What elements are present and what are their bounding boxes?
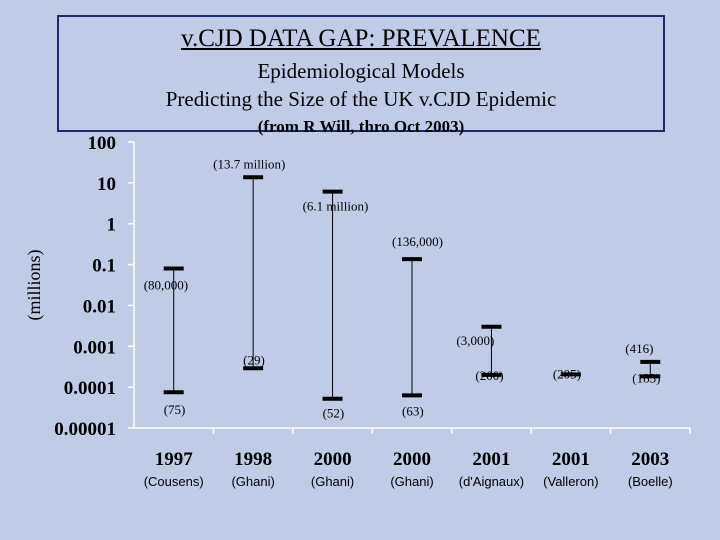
x-year-label: 2001	[552, 449, 590, 470]
title-box: v.CJD DATA GAP: PREVALENCE Epidemiologic…	[57, 15, 665, 136]
x-year-label: 1998	[234, 449, 272, 470]
subtitle-predicting: Predicting the Size of the UK v.CJD Epid…	[165, 87, 557, 111]
x-source-label: (Valleron)	[543, 474, 598, 489]
x-year-label: 1997	[155, 449, 194, 470]
high-value-label: (6.1 million)	[303, 199, 369, 214]
x-year-label: 2003	[631, 449, 669, 470]
high-value-label: (3,000)	[456, 333, 494, 348]
y-tick-label: 0.001	[73, 337, 116, 358]
low-value-label: (63)	[402, 403, 424, 418]
low-value-label: (75)	[164, 402, 186, 417]
low-value-label: (205)	[553, 366, 581, 381]
subtitle-models: Epidemiological Models	[257, 59, 465, 83]
high-value-label: (80,000)	[144, 278, 188, 293]
y-tick-label: 100	[88, 133, 117, 154]
y-tick-label: 0.0001	[64, 378, 116, 399]
low-value-label: (29)	[243, 352, 265, 367]
x-source-label: (Ghani)	[311, 474, 354, 489]
low-value-label: (200)	[475, 368, 503, 383]
high-value-label: (416)	[625, 341, 653, 356]
y-tick-label: 10	[97, 174, 116, 195]
x-year-label: 2001	[472, 449, 510, 470]
y-tick-label: 0.00001	[54, 419, 116, 440]
x-source-label: (d'Aignaux)	[459, 474, 524, 489]
low-value-label: (52)	[323, 406, 345, 421]
high-value-label: (136,000)	[392, 234, 443, 249]
x-source-label: (Ghani)	[390, 474, 433, 489]
x-source-label: (Ghani)	[231, 474, 274, 489]
chart-title: v.CJD DATA GAP: PREVALENCE	[181, 25, 541, 52]
x-year-label: 2000	[314, 449, 352, 470]
y-axis-label: (millions)	[24, 249, 45, 320]
x-year-label: 2000	[393, 449, 431, 470]
y-tick-label: 0.1	[92, 256, 116, 277]
subtitle-source: (from R Will, thro Oct 2003)	[257, 117, 465, 136]
y-tick-label: 1	[107, 215, 117, 236]
high-value-label: (13.7 million)	[213, 156, 285, 171]
x-source-label: (Cousens)	[144, 474, 204, 489]
y-tick-label: 0.01	[83, 296, 116, 317]
low-value-label: (183)	[632, 370, 660, 385]
x-source-label: (Boelle)	[628, 474, 673, 489]
